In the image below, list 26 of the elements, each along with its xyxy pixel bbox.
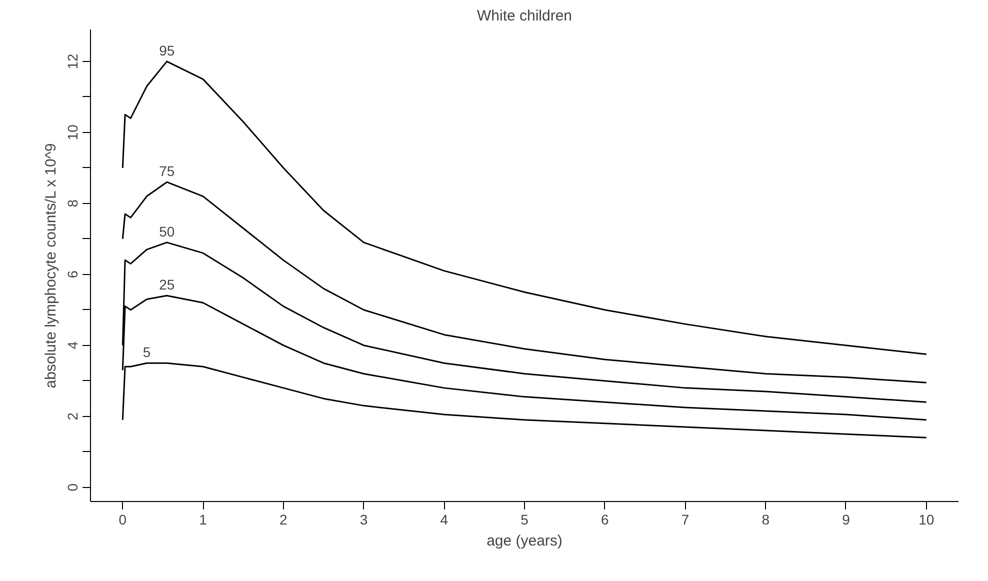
x-tick-label: 10 [918,512,934,528]
y-tick-label: 0 [64,483,80,492]
y-tick-label: 2 [64,412,80,420]
x-tick-label: 6 [600,512,609,528]
series-label: 25 [159,276,175,293]
y-tick-label: 4 [64,341,80,350]
y-axis-title: absolute lymphocyte counts/L x 10^9 [42,143,60,388]
series-label: 75 [159,163,175,180]
x-tick-label: 3 [360,512,368,528]
x-tick-label: 4 [440,512,448,528]
x-tick-label: 1 [199,512,208,528]
x-tick-label: 2 [279,512,288,528]
x-tick-label: 0 [118,512,127,528]
x-tick-label: 8 [762,512,770,528]
x-tick-label: 7 [681,512,690,528]
x-axis-title: age (years) [486,532,562,550]
y-tick-label: 6 [64,270,80,278]
series-label: 50 [159,223,175,240]
x-tick-label: 5 [520,512,529,528]
series-label: 5 [142,344,151,360]
series-label: 95 [159,42,175,58]
chart-title: White children [476,8,572,24]
y-tick-label: 10 [64,124,80,140]
y-tick-label: 8 [64,199,80,208]
x-tick-label: 9 [842,512,850,528]
y-tick-label: 12 [64,53,80,70]
